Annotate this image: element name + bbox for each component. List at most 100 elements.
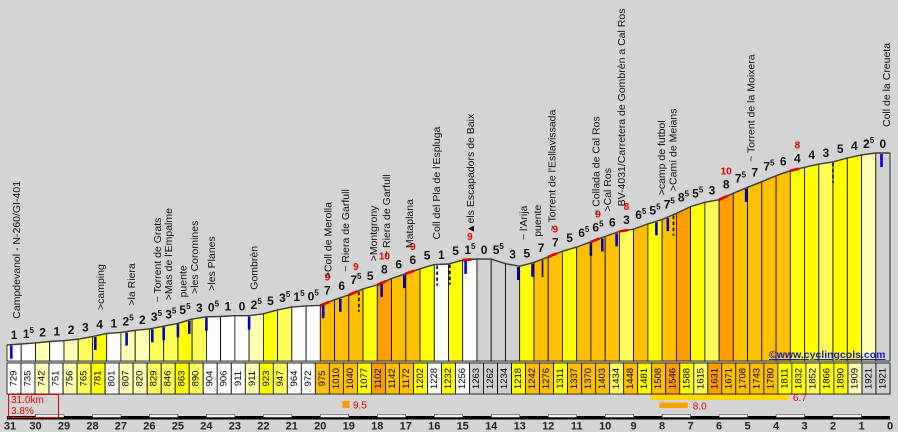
km-label: 11 [571, 421, 583, 432]
elevation-value: 735 [23, 371, 34, 387]
elevation-value: 1234 [499, 368, 510, 389]
elevation-bar [519, 261, 535, 362]
elevation-bar [861, 152, 877, 362]
elevation-bar [604, 230, 620, 362]
elevation-bar [476, 258, 492, 362]
max-gradient-label: 9 [353, 262, 359, 273]
poi-label: Coll de la Creueta [881, 43, 893, 127]
max-gradient-label: 9 [467, 232, 473, 243]
elevation-value: 1242 [527, 368, 538, 389]
elevation-bar [732, 186, 748, 362]
elevation-value: 1403 [597, 368, 608, 389]
km-label: 10 [599, 421, 611, 432]
gradient-label: 1 [53, 325, 60, 339]
elevation-value: 1811 [779, 368, 790, 388]
elevation-value: 1102 [373, 368, 384, 388]
steep-pitch-mark [718, 194, 729, 201]
max-gradient-label: 8 [624, 202, 630, 213]
elevation-bar [277, 306, 293, 362]
elevation-value: 1546 [667, 368, 678, 389]
elevation-bar [690, 201, 706, 362]
gradient-label: 5 [566, 231, 573, 245]
gradient-label: 65 [592, 219, 604, 234]
gradient-label: 5 [452, 244, 459, 258]
elevation-bar [291, 305, 307, 362]
gradient-label: 05 [208, 300, 220, 315]
km-label: 1 [858, 421, 864, 432]
poi-label: Coll del Pla de l'Espluga [431, 126, 443, 239]
elevation-bar [619, 228, 634, 362]
km-label: 28 [86, 421, 98, 432]
elevation-bar [348, 288, 364, 362]
summary-average-gradient: 3.8% [11, 406, 34, 417]
elevation-value: 1448 [625, 368, 636, 389]
poi-label: >Mas de l'Empalme [163, 208, 175, 300]
km-label: 16 [428, 421, 440, 432]
elevation-value: 1671 [723, 368, 734, 389]
elevation-value: 1434 [611, 368, 622, 389]
km-ruler-light-block [320, 414, 349, 418]
gradient-label: 0 [481, 243, 488, 257]
elevation-value: 1866 [821, 368, 832, 389]
max-gradient-label: 9 [595, 209, 601, 220]
gradient-label: 65 [578, 225, 590, 240]
steep-pitch-mark [619, 228, 629, 233]
poi-label: puente [177, 265, 189, 297]
gradient-label: 6 [410, 253, 417, 267]
steepest-5km-bar [650, 394, 789, 400]
gradient-label: 1 [438, 248, 445, 262]
elevation-bar [832, 157, 848, 362]
copyright-link[interactable]: ©www.cyclingcols.com [769, 349, 886, 361]
elevation-bar [875, 152, 891, 362]
elevation-bar [490, 258, 506, 362]
poi-label: >camping [95, 264, 107, 310]
steep-pitch-mark [405, 269, 415, 275]
elevation-bar [362, 284, 378, 362]
km-ruler-light-block [775, 414, 805, 418]
elevation-value: 1832 [793, 368, 804, 389]
steep-pitch-mark [319, 300, 330, 307]
elevation-bar [405, 268, 421, 362]
elevation-value: 890 [191, 371, 202, 387]
elevation-bar [804, 163, 820, 362]
steepest-500m-marker [342, 401, 350, 408]
summary-length: 31.0km [11, 395, 44, 406]
gradient-label: 6 [609, 215, 616, 229]
elevation-value: 742 [37, 371, 48, 387]
elevation-value: 1276 [541, 368, 552, 389]
elevation-value: 1508 [653, 368, 664, 389]
elevation-bar [462, 258, 478, 362]
elevation-value: 1228 [429, 368, 440, 389]
elevation-value: 1921 [864, 368, 875, 389]
elevation-bar [590, 235, 606, 362]
elevation-value: 947 [275, 371, 286, 387]
km-label: 12 [542, 421, 554, 432]
max-gradient-label: 8 [795, 140, 801, 151]
steepest-5km-label: 6.7 [793, 393, 807, 404]
poi-label: >Cal Ros [602, 168, 614, 211]
elevation-bar [20, 342, 36, 362]
km-ruler-light-block [149, 414, 179, 418]
gradient-label: 6 [338, 279, 345, 293]
elevation-value: 1256 [457, 368, 468, 389]
elevation-bar [234, 315, 250, 362]
poi-label: ~ Torrent de la Moixera [746, 54, 758, 162]
elevation-bar [562, 246, 578, 362]
elevation-bar [704, 199, 720, 362]
km-ruler-light-block [605, 414, 634, 418]
gradient-label: 4 [794, 151, 801, 165]
poi-label: >la Riera [126, 263, 138, 305]
elevation-value: 1311 [555, 368, 566, 388]
poi-label: >Camí de Meians [667, 109, 679, 192]
gradient-label: 6 [395, 258, 402, 272]
gradient-label: 7 [552, 235, 559, 249]
poi-label: Mataplana [404, 199, 416, 248]
gradient-label: 75 [735, 170, 747, 185]
km-label: 14 [485, 421, 498, 432]
km-label: 31 [4, 421, 16, 432]
elevation-bar [77, 336, 93, 362]
elevation-value: 729 [9, 371, 20, 387]
elevation-box [875, 362, 891, 395]
km-label: 23 [229, 421, 241, 432]
